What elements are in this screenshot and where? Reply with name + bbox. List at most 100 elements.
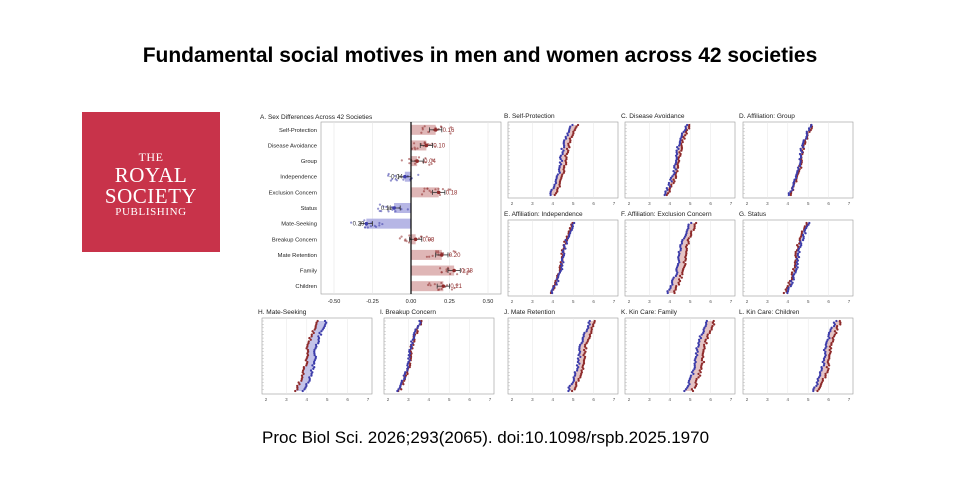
panel-female-point xyxy=(669,176,673,180)
panel-a-country-point xyxy=(428,282,431,285)
panel-male-point xyxy=(683,137,686,140)
panel-a-value-label: 0.10 xyxy=(433,143,445,149)
panel-female-point xyxy=(588,319,591,323)
panel-a-country-point xyxy=(417,156,421,159)
panel-male-point xyxy=(584,343,587,347)
panel-female-point xyxy=(675,156,678,159)
panel-male-point xyxy=(310,335,313,338)
panel-female-point xyxy=(669,285,672,288)
panel-female-point xyxy=(576,360,580,364)
panel-female-point xyxy=(560,257,564,261)
panel-female-point xyxy=(414,330,417,333)
panel-a-country-point xyxy=(424,157,427,160)
panel-male-point xyxy=(690,230,693,233)
panel-a-country-point xyxy=(447,188,450,191)
panel-female-point xyxy=(308,377,311,381)
panel-male-point xyxy=(562,171,566,174)
panel-female-point xyxy=(802,146,805,149)
panel-x-tick-label: 3 xyxy=(648,397,651,402)
panel-female-point xyxy=(568,233,571,237)
panel-female-point xyxy=(561,264,564,267)
panel-female-point xyxy=(832,321,836,324)
panel-female-point xyxy=(566,132,569,135)
panel-a-country-point xyxy=(438,193,442,197)
panel-x-tick-label: 4 xyxy=(787,397,790,402)
panel-x-tick-label: 2 xyxy=(628,201,631,206)
panel-male-point xyxy=(798,242,801,245)
panel-male-point xyxy=(794,252,797,255)
panel-female-point xyxy=(802,139,805,142)
panel-female-point xyxy=(411,342,414,345)
panel-male-point xyxy=(567,142,570,145)
panel-a-country-point xyxy=(436,250,440,253)
panel-male-point xyxy=(694,384,698,388)
panel-male-point xyxy=(570,135,573,139)
panel-female-point xyxy=(406,364,409,367)
panel-male-point xyxy=(575,384,578,388)
panel-a-country-point xyxy=(427,238,431,241)
panel-male-point xyxy=(679,154,682,157)
panel-a-country-point xyxy=(423,187,426,190)
panel-female-point xyxy=(674,159,678,163)
panel-male-point xyxy=(572,130,575,133)
panel-x-tick-label: 4 xyxy=(552,299,555,304)
panel-female-point xyxy=(796,169,799,173)
panel-female-point xyxy=(572,377,576,381)
panel-female-point xyxy=(556,173,560,176)
panel-a-country-point xyxy=(440,271,443,274)
panel-male-point xyxy=(582,353,585,357)
panel-female-point xyxy=(676,264,679,267)
panel-female-point xyxy=(314,355,318,359)
panel-a-country-point xyxy=(423,141,426,144)
panel-female-point xyxy=(562,261,565,264)
panel-male-point xyxy=(687,125,691,128)
panel-male-point xyxy=(713,323,716,326)
panel-male-point xyxy=(687,237,690,240)
panel-female-point xyxy=(565,242,569,245)
panel-female-point xyxy=(676,262,680,266)
panel-male-point xyxy=(678,151,681,154)
panel-male-point xyxy=(565,156,568,159)
panel-female-point xyxy=(792,181,795,185)
panel-male-point xyxy=(296,386,299,389)
panel-x-tick-label: 4 xyxy=(787,201,790,206)
panel-male-point xyxy=(711,321,715,324)
panel-female-point xyxy=(664,192,667,195)
panel-a-category-label: Children xyxy=(295,284,317,290)
panel-female-point xyxy=(418,319,421,323)
panel-female-point xyxy=(674,274,678,278)
panel-a-country-point xyxy=(437,288,440,292)
panel-female-point xyxy=(822,348,826,352)
panel-male-point xyxy=(583,352,586,355)
panel-female-point xyxy=(313,353,316,357)
panel-male-point xyxy=(700,359,704,362)
panel-female-point xyxy=(685,230,688,233)
panel-female-point xyxy=(704,324,707,328)
panel-a-value-label: -0.04 xyxy=(389,175,403,181)
panel-male-point xyxy=(670,183,673,186)
panel-a-country-point xyxy=(387,172,390,176)
panel-x-tick-label: 6 xyxy=(827,201,830,206)
panel-male-point xyxy=(582,362,586,365)
panel-male-point xyxy=(672,178,675,181)
panel-female-point xyxy=(808,221,811,225)
panel-female-point xyxy=(559,262,563,266)
panel-female-point xyxy=(796,266,799,269)
panel-female-point xyxy=(559,163,563,166)
panel-a-country-point xyxy=(382,205,385,208)
panel-female-point xyxy=(674,163,677,166)
panel-female-point xyxy=(305,384,308,388)
panel-a-country-point xyxy=(445,268,448,271)
panel-female-point xyxy=(798,157,801,161)
panel-female-point xyxy=(304,386,307,389)
panel-male-point xyxy=(800,232,803,235)
panel-male-point xyxy=(673,180,676,183)
panel-female-point xyxy=(799,156,803,159)
panel-male-point xyxy=(685,250,688,254)
panel-x-tick-label: 2 xyxy=(265,397,268,402)
panel-female-point xyxy=(404,371,407,374)
panel-x-tick-label: 3 xyxy=(766,397,769,402)
panel-male-point xyxy=(828,345,832,348)
panel-female-point xyxy=(555,175,558,178)
panel-female-point xyxy=(673,166,676,169)
